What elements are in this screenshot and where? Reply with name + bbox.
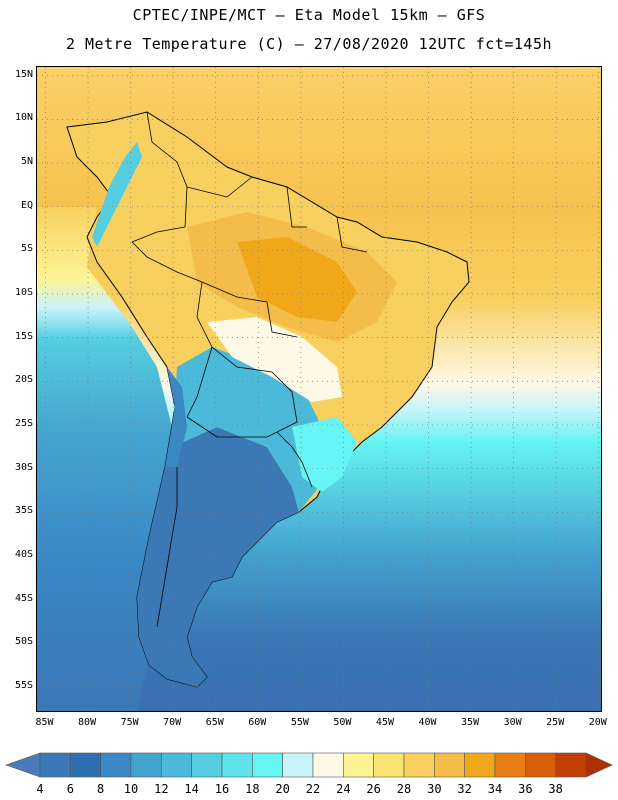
longitude-label: 30W <box>503 717 522 728</box>
country-borders <box>131 111 368 628</box>
colorbar-swatch <box>343 752 374 778</box>
colorbar-label: 6 <box>66 782 74 796</box>
longitude-label: 45W <box>375 717 394 728</box>
mild-region-subtropical <box>207 317 342 402</box>
latitude-label: 15S <box>14 330 33 342</box>
latitude-label: 25S <box>14 417 33 429</box>
latitude-label: 35S <box>14 505 33 517</box>
latitude-label: 50S <box>14 636 33 648</box>
longitude-label: 35W <box>461 717 480 728</box>
temperature-map-svg <box>37 67 601 711</box>
longitude-label: 70W <box>163 717 182 728</box>
latitude-label: 55S <box>14 679 33 691</box>
colorbar-swatch <box>403 752 435 778</box>
colorbar-label: 16 <box>214 782 230 796</box>
colorbar-label: 18 <box>245 782 260 796</box>
longitude-label: 50W <box>333 717 352 728</box>
andes-cold-strip <box>92 142 142 247</box>
colorbar-swatch <box>282 752 314 778</box>
temperature-map <box>36 66 602 712</box>
longitude-label: 65W <box>205 717 224 728</box>
latitude-label: EQ <box>20 199 33 211</box>
colorbar-label: 8 <box>97 782 105 796</box>
mild-region-southeast <box>292 417 357 492</box>
andes-cold-strip-south <box>165 367 187 467</box>
colorbar-label: 34 <box>487 782 503 796</box>
colorbar-label: 12 <box>154 782 169 796</box>
map-title-line-1: CPTEC/INPE/MCT – Eta Model 15km – GFS <box>132 6 486 24</box>
colorbar-swatch <box>464 752 496 778</box>
colorbar-label: 22 <box>305 782 321 796</box>
colorbar-label: 24 <box>336 782 351 796</box>
colorbar-label: 26 <box>366 782 381 796</box>
colorbar-swatch <box>373 752 405 778</box>
longitude-label: 40W <box>418 717 437 728</box>
colorbar-swatch <box>70 752 101 778</box>
map-title-line-2: 2 Metre Temperature (C) – 27/08/2020 12U… <box>65 35 553 53</box>
colorbar-swatch <box>312 752 344 778</box>
longitude-label: 25W <box>546 717 565 728</box>
colorbar-swatch <box>100 752 132 778</box>
colorbar-swatch <box>221 752 253 778</box>
latitude-label: 10S <box>14 286 33 298</box>
longitude-label: 55W <box>290 717 309 728</box>
longitude-label: 75W <box>120 717 139 728</box>
colorbar-label: 38 <box>548 782 563 796</box>
colorbar-label: 4 <box>36 782 44 796</box>
colorbar-swatch <box>191 752 223 778</box>
colorbar-label: 10 <box>123 782 139 796</box>
colorbar-swatch <box>252 752 283 778</box>
colorbar-label: 30 <box>427 782 442 796</box>
longitude-label: 20W <box>588 717 607 728</box>
colorbar-over-arrow <box>585 752 613 778</box>
latitude-label: 5S <box>20 243 33 255</box>
colorbar-swatch <box>525 752 556 778</box>
longitude-label: 80W <box>78 717 97 728</box>
latitude-label: 45S <box>14 592 33 604</box>
hottest-region <box>237 237 357 322</box>
colorbar-swatch <box>494 752 526 778</box>
colorbar-under-arrow <box>5 752 41 778</box>
latitude-label: 10N <box>14 112 33 124</box>
colorbar-label: 36 <box>518 782 533 796</box>
colorbar-swatch <box>39 752 71 778</box>
colorbar-label: 28 <box>396 782 412 796</box>
colorbar-label: 20 <box>275 782 290 796</box>
latitude-label: 15N <box>14 68 33 80</box>
colorbar-swatch <box>130 752 162 778</box>
latitude-label: 40S <box>14 548 33 560</box>
longitude-label: 60W <box>248 717 267 728</box>
latitude-label: 30S <box>14 461 33 473</box>
temperature-colorbar <box>5 752 613 778</box>
longitude-label: 85W <box>35 717 54 728</box>
colorbar-swatch <box>555 752 587 778</box>
colorbar-swatch <box>434 752 465 778</box>
latitude-label: 5N <box>20 156 33 168</box>
latitude-label: 20S <box>14 374 33 386</box>
colorbar-label: 14 <box>184 782 199 796</box>
colorbar-swatch <box>161 752 192 778</box>
colorbar-label: 32 <box>457 782 472 796</box>
